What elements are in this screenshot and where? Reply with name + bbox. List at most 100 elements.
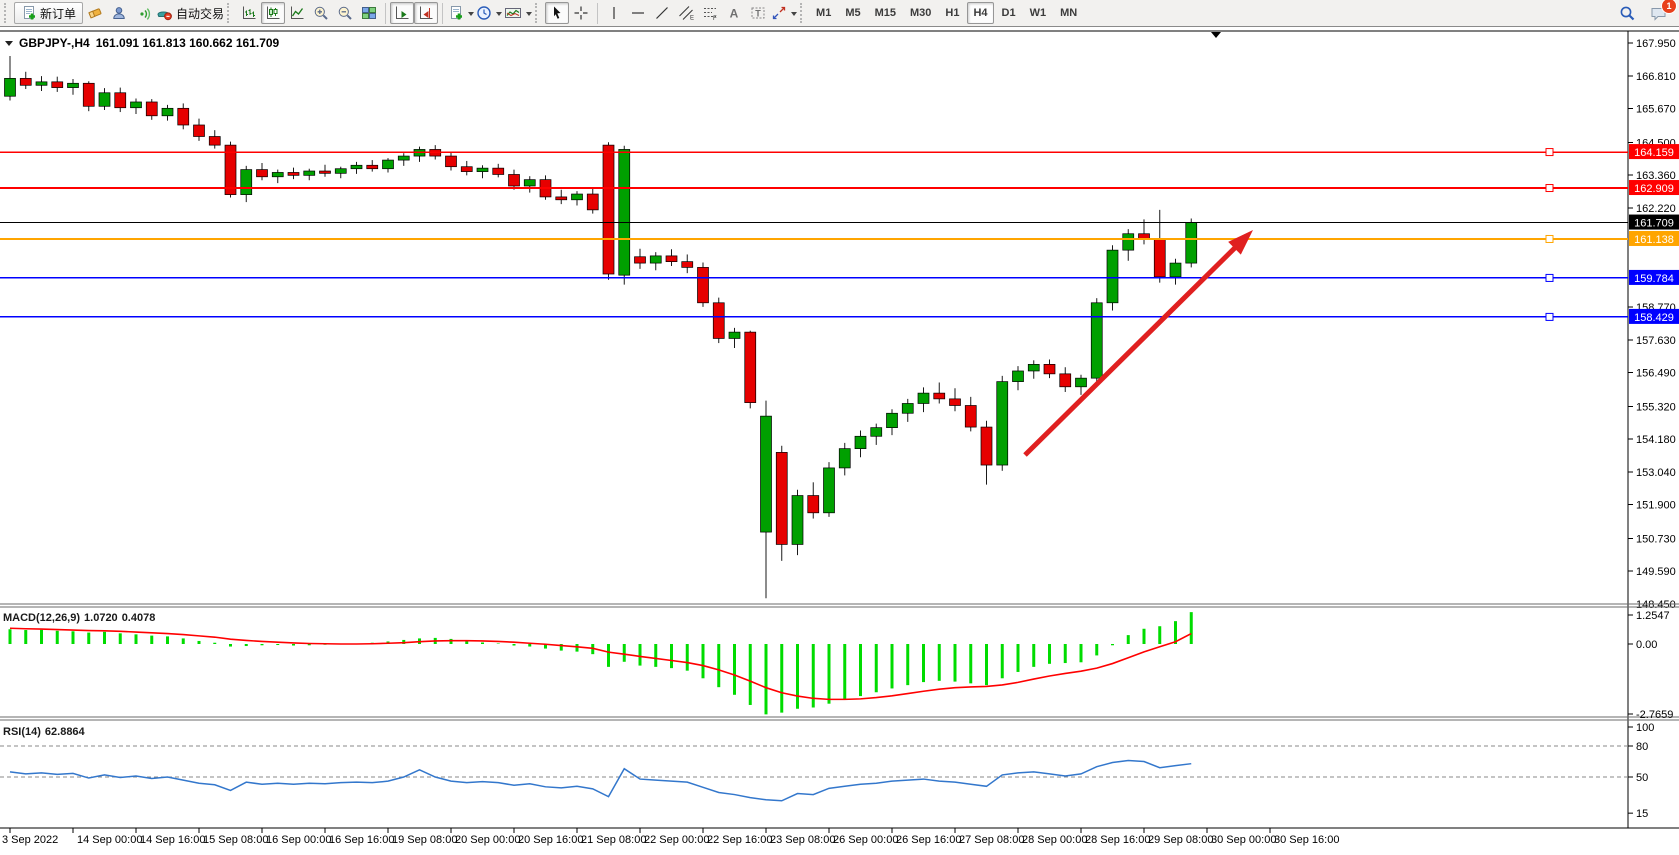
- auto-trading-button[interactable]: 自动交易: [155, 2, 225, 24]
- candle: [445, 155, 457, 168]
- trend-arrow[interactable]: [1023, 242, 1241, 457]
- chart-window[interactable]: GBPJPY-,H4 161.091 161.813 160.662 161.7…: [0, 27, 1679, 850]
- time-tick-label[interactable]: 3 Sep 2022: [2, 834, 58, 846]
- text-label-button[interactable]: T: [746, 2, 770, 24]
- candle-chart-button[interactable]: [261, 2, 286, 24]
- crosshair-button[interactable]: [569, 2, 593, 24]
- search-button[interactable]: [1615, 2, 1639, 24]
- time-tick-label[interactable]: 15 Sep 08:00: [203, 834, 268, 846]
- toolbar-separator: [385, 2, 387, 24]
- time-tick-label[interactable]: 30 Sep 16:00: [1274, 834, 1339, 846]
- candle: [681, 261, 694, 268]
- time-tick-label[interactable]: 19 Sep 08:00: [392, 834, 457, 846]
- horizontal-line-button[interactable]: [626, 2, 650, 24]
- time-tick-label[interactable]: 20 Sep 00:00: [455, 834, 520, 846]
- candle: [775, 452, 788, 545]
- line-handle[interactable]: [1545, 148, 1554, 157]
- dropdown-caret-icon: [791, 11, 798, 19]
- equidistant-channel-button[interactable]: E: [674, 2, 698, 24]
- auto-scroll-button[interactable]: [390, 2, 415, 24]
- indicator-add-button[interactable]: [447, 2, 475, 24]
- template-chart-button[interactable]: [503, 2, 533, 24]
- candle: [35, 81, 48, 86]
- zoom-out-button[interactable]: [333, 2, 357, 24]
- time-tick-label[interactable]: 14 Sep 00:00: [77, 834, 142, 846]
- notifications-button[interactable]: 1: [1647, 0, 1677, 24]
- time-tick-label[interactable]: 23 Sep 08:00: [770, 834, 835, 846]
- time-tick-label[interactable]: 22 Sep 16:00: [707, 834, 772, 846]
- profile-button[interactable]: [107, 2, 131, 24]
- time-tick-label[interactable]: 26 Sep 00:00: [833, 834, 898, 846]
- price-chart[interactable]: 167.950166.810165.670164.500163.360162.2…: [0, 27, 1679, 850]
- bar-chart-button[interactable]: [237, 2, 261, 24]
- line-handle[interactable]: [1545, 184, 1554, 193]
- line-handle[interactable]: [1545, 273, 1554, 282]
- candle: [980, 426, 993, 466]
- rsi-panel: 100 80 50 15: [0, 722, 1654, 820]
- tile-windows-button[interactable]: [357, 2, 381, 24]
- timeframe-m5[interactable]: M5: [845, 7, 861, 19]
- candle-chart-icon: [267, 6, 280, 19]
- rsi-tick-label: 100: [1636, 722, 1654, 734]
- candle: [1138, 233, 1150, 239]
- horizontal-line-icon: [632, 12, 645, 14]
- price-tick-label: 153.040: [1636, 467, 1676, 479]
- trend-arrow-head[interactable]: [1228, 230, 1253, 255]
- time-tick-label[interactable]: 16 Sep 16:00: [329, 834, 394, 846]
- candles-group: [4, 55, 1198, 599]
- vertical-line-button[interactable]: [602, 2, 626, 24]
- price-label-box: [1629, 214, 1679, 230]
- timeframe-m1[interactable]: M1: [816, 7, 832, 19]
- candle: [602, 144, 615, 275]
- time-tick-label[interactable]: 20 Sep 16:00: [518, 834, 583, 846]
- text-button[interactable]: A: [722, 2, 746, 24]
- timeframe-m30[interactable]: M30: [910, 7, 932, 19]
- timeframe-w1[interactable]: W1: [1029, 7, 1047, 19]
- cursor-button[interactable]: [545, 2, 570, 24]
- timeframe-h4[interactable]: H4: [967, 2, 994, 24]
- candle: [712, 302, 725, 339]
- candle: [807, 495, 820, 514]
- dropdown-caret-icon: [526, 11, 533, 19]
- price-tick-label: 155.320: [1636, 401, 1676, 413]
- time-tick-label[interactable]: 22 Sep 00:00: [644, 834, 709, 846]
- time-tick-label[interactable]: 21 Sep 08:00: [581, 834, 646, 846]
- arrows-button[interactable]: [770, 2, 798, 24]
- price-tick-label: 151.900: [1636, 500, 1676, 512]
- signal-button[interactable]: [131, 2, 155, 24]
- line-chart-button[interactable]: [285, 2, 309, 24]
- candle: [964, 405, 977, 428]
- auto-trading-icon: [157, 11, 172, 21]
- candle: [193, 124, 205, 137]
- eraser-button[interactable]: [83, 2, 107, 24]
- time-tick-label[interactable]: 28 Sep 00:00: [1022, 834, 1087, 846]
- fibonacci-button[interactable]: F: [698, 2, 722, 24]
- chart-title: GBPJPY-,H4 161.091 161.813 160.662 161.7…: [5, 36, 279, 50]
- time-tick-label[interactable]: 30 Sep 00:00: [1211, 834, 1276, 846]
- price-label-text: 161.709: [1634, 218, 1674, 230]
- time-tick-label[interactable]: 26 Sep 16:00: [896, 834, 961, 846]
- timeframe-d1[interactable]: D1: [1001, 7, 1016, 19]
- candle: [744, 331, 757, 403]
- trend-line-button[interactable]: [650, 2, 674, 24]
- period-clock-button[interactable]: [475, 2, 503, 24]
- timeframe-mn[interactable]: MN: [1060, 7, 1078, 19]
- zoom-in-button[interactable]: [309, 2, 333, 24]
- line-handle[interactable]: [1545, 312, 1554, 321]
- timeframe-h1[interactable]: H1: [945, 7, 960, 19]
- time-tick-label[interactable]: 14 Sep 16:00: [140, 834, 205, 846]
- price-tick-label: 154.180: [1636, 434, 1676, 446]
- chart-shift-button[interactable]: [414, 2, 439, 24]
- line-handle[interactable]: [1545, 234, 1554, 243]
- time-tick-label[interactable]: 27 Sep 08:00: [959, 834, 1024, 846]
- time-tick-label[interactable]: 28 Sep 16:00: [1085, 834, 1150, 846]
- price-tick-label: 165.670: [1636, 104, 1676, 116]
- time-tick-label[interactable]: 16 Sep 00:00: [266, 834, 331, 846]
- price-label-box: [1629, 230, 1679, 246]
- dropdown-caret-icon: [468, 11, 475, 19]
- timeframe-m15[interactable]: M15: [874, 7, 896, 19]
- new-order-button[interactable]: 新订单: [14, 2, 84, 24]
- time-tick-label[interactable]: 29 Sep 08:00: [1148, 834, 1213, 846]
- rsi-tick-label: 80: [1636, 741, 1648, 753]
- candle: [1090, 302, 1103, 379]
